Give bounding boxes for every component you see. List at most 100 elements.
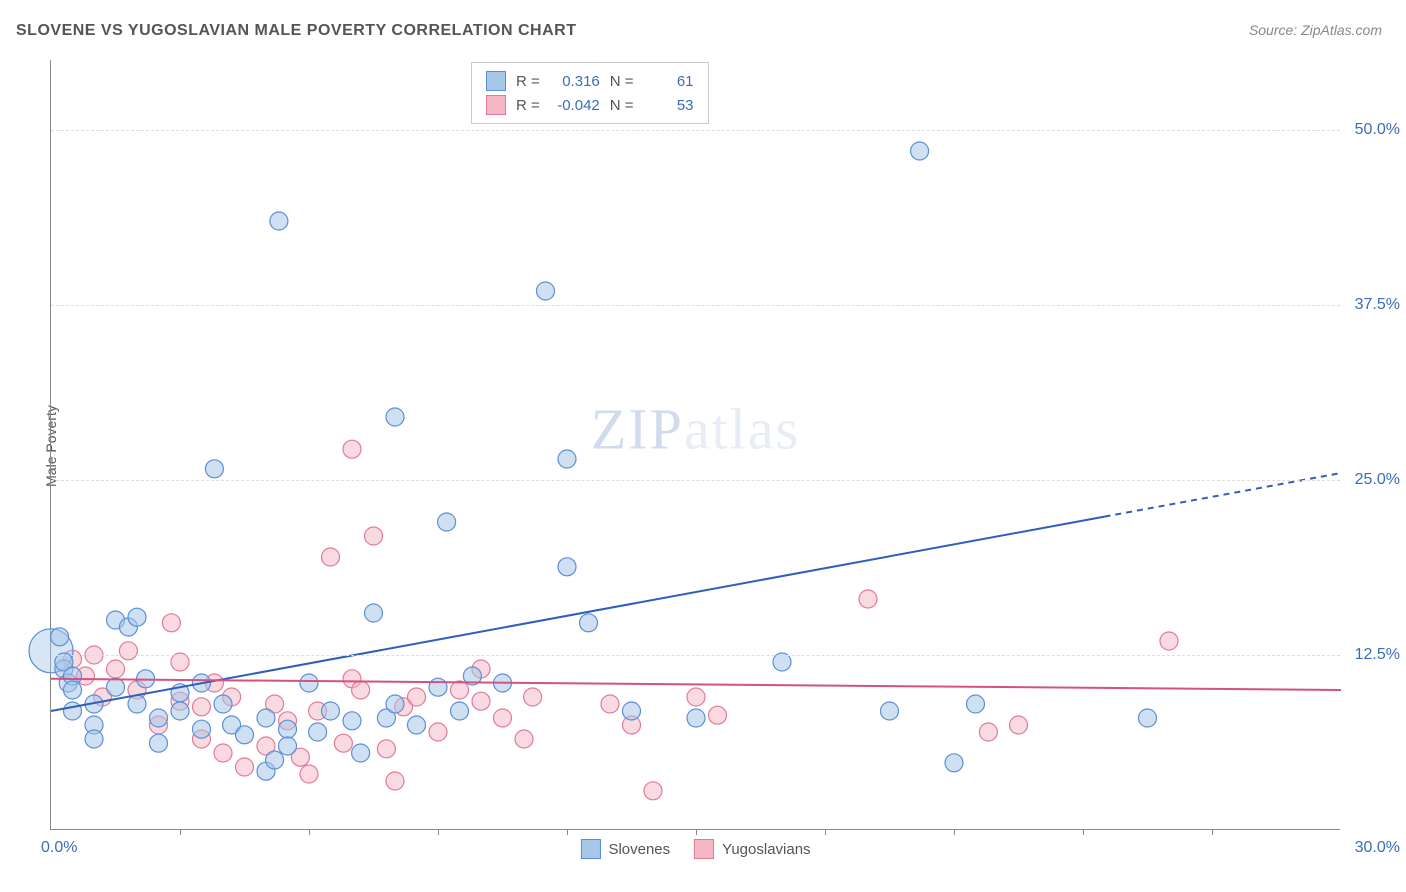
xtick	[180, 829, 181, 835]
scatter-marker	[171, 702, 189, 720]
scatter-marker	[85, 730, 103, 748]
scatter-marker	[524, 688, 542, 706]
scatter-marker	[580, 614, 598, 632]
scatter-marker	[1010, 716, 1028, 734]
scatter-marker	[687, 688, 705, 706]
scatter-marker	[979, 723, 997, 741]
chart-container: SLOVENE VS YUGOSLAVIAN MALE POVERTY CORR…	[0, 0, 1406, 892]
gridline	[51, 655, 1340, 656]
legend-label-1: Slovenes	[608, 841, 670, 858]
scatter-marker	[451, 702, 469, 720]
xtick	[309, 829, 310, 835]
xtick	[1083, 829, 1084, 835]
chart-title: SLOVENE VS YUGOSLAVIAN MALE POVERTY CORR…	[16, 22, 576, 40]
trend-line	[51, 517, 1105, 711]
scatter-marker	[119, 642, 137, 660]
swatch-bottom-1	[580, 839, 600, 859]
xtick	[825, 829, 826, 835]
x-axis-min-label: 0.0%	[41, 839, 77, 857]
bottom-legend: Slovenes Yugoslavians	[580, 839, 810, 859]
scatter-marker	[408, 716, 426, 734]
scatter-marker	[266, 751, 284, 769]
scatter-marker	[64, 681, 82, 699]
scatter-marker	[558, 450, 576, 468]
scatter-marker	[1160, 632, 1178, 650]
scatter-marker	[322, 548, 340, 566]
scatter-marker	[150, 709, 168, 727]
scatter-marker	[408, 688, 426, 706]
scatter-marker	[214, 695, 232, 713]
gridline	[51, 480, 1340, 481]
scatter-marker	[709, 706, 727, 724]
scatter-marker	[343, 440, 361, 458]
scatter-marker	[300, 674, 318, 692]
gridline	[51, 305, 1340, 306]
x-axis-max-label: 30.0%	[1355, 839, 1400, 857]
plot-area: ZIPatlas R = 0.316 N = 61 R = -0.042 N =…	[50, 60, 1340, 830]
scatter-marker	[881, 702, 899, 720]
scatter-marker	[279, 737, 297, 755]
scatter-marker	[451, 681, 469, 699]
scatter-marker	[352, 681, 370, 699]
ytick-label: 50.0%	[1355, 121, 1400, 139]
scatter-marker	[343, 712, 361, 730]
scatter-marker	[911, 142, 929, 160]
legend-item-1: Slovenes	[580, 839, 670, 859]
scatter-marker	[386, 772, 404, 790]
scatter-marker	[472, 692, 490, 710]
scatter-marker	[322, 702, 340, 720]
scatter-marker	[162, 614, 180, 632]
scatter-marker	[945, 754, 963, 772]
scatter-marker	[107, 678, 125, 696]
xtick	[696, 829, 697, 835]
scatter-marker	[300, 765, 318, 783]
source-label: Source: ZipAtlas.com	[1249, 22, 1382, 38]
scatter-marker	[537, 282, 555, 300]
scatter-marker	[967, 695, 985, 713]
scatter-marker	[193, 720, 211, 738]
gridline	[51, 130, 1340, 131]
ytick-label: 12.5%	[1355, 646, 1400, 664]
scatter-marker	[377, 740, 395, 758]
scatter-marker	[128, 608, 146, 626]
scatter-marker	[438, 513, 456, 531]
ytick-label: 25.0%	[1355, 471, 1400, 489]
scatter-marker	[150, 734, 168, 752]
scatter-marker	[193, 698, 211, 716]
scatter-marker	[515, 730, 533, 748]
scatter-marker	[205, 460, 223, 478]
scatter-marker	[236, 758, 254, 776]
scatter-marker	[309, 723, 327, 741]
scatter-marker	[601, 695, 619, 713]
legend-item-2: Yugoslavians	[694, 839, 810, 859]
scatter-marker	[429, 723, 447, 741]
scatter-marker	[859, 590, 877, 608]
xtick	[1212, 829, 1213, 835]
scatter-marker	[429, 678, 447, 696]
scatter-marker	[128, 695, 146, 713]
xtick	[438, 829, 439, 835]
scatter-marker	[257, 709, 275, 727]
swatch-bottom-2	[694, 839, 714, 859]
xtick	[954, 829, 955, 835]
scatter-marker	[334, 734, 352, 752]
scatter-svg	[51, 60, 1341, 830]
ytick-label: 37.5%	[1355, 296, 1400, 314]
scatter-marker	[623, 702, 641, 720]
scatter-marker	[279, 720, 297, 738]
scatter-marker	[558, 558, 576, 576]
scatter-marker	[1139, 709, 1157, 727]
xtick	[567, 829, 568, 835]
scatter-marker	[236, 726, 254, 744]
scatter-marker	[365, 604, 383, 622]
scatter-marker	[386, 695, 404, 713]
scatter-marker	[365, 527, 383, 545]
scatter-marker	[687, 709, 705, 727]
legend-label-2: Yugoslavians	[722, 841, 810, 858]
scatter-marker	[214, 744, 232, 762]
scatter-marker	[64, 702, 82, 720]
scatter-marker	[51, 628, 69, 646]
scatter-marker	[352, 744, 370, 762]
scatter-marker	[644, 782, 662, 800]
scatter-marker	[270, 212, 288, 230]
